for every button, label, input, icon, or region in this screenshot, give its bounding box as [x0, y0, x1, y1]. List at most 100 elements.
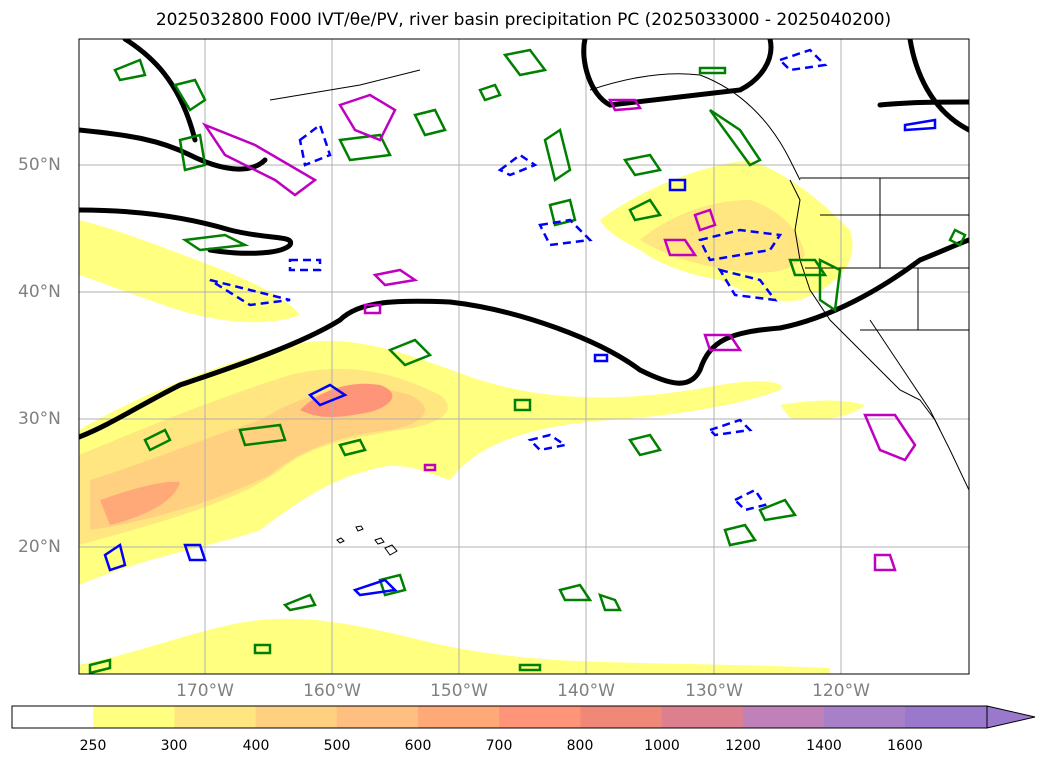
ivt-contour-northwest-1	[79, 127, 268, 172]
colorbar-swatch	[255, 706, 338, 728]
theta-e-pos-1	[113, 58, 147, 82]
theta-e-neg-13	[103, 542, 127, 572]
colorbar-tick-1400: 1400	[806, 738, 842, 754]
colorbar-swatch	[661, 706, 744, 728]
theta-e-neg-14	[307, 383, 348, 407]
ivt-contours	[79, 39, 969, 440]
colorbar-tick-1200: 1200	[725, 738, 761, 754]
theta-e-pos-28	[378, 573, 407, 597]
theta-e-pos-23	[723, 523, 758, 547]
theta-e-pos-26	[598, 593, 623, 612]
theta-e-neg-6	[209, 278, 291, 307]
theta-e-pos-14	[708, 108, 762, 167]
lon-label-130w: 130°W	[685, 681, 743, 701]
theta-e-pos-12	[628, 198, 663, 222]
pv-contour-4	[372, 268, 419, 287]
lat-label-20n: 20°N	[18, 537, 61, 557]
lon-label-160w: 160°W	[303, 681, 361, 701]
pv-contour-1	[201, 122, 318, 197]
ivt-contour-northwest-2	[79, 207, 294, 256]
colorbar-swatches	[12, 706, 987, 728]
ivt-band-coast-250	[780, 400, 865, 420]
pv-contour-11	[423, 463, 437, 472]
theta-e-neg-1	[298, 122, 332, 167]
colorbar-tick-1000: 1000	[644, 738, 680, 754]
theta-e-pos-15	[788, 258, 828, 277]
theta-e-neg-2	[497, 153, 538, 177]
theta-e-pos-8	[502, 48, 548, 77]
colorbar-extend-arrow	[986, 705, 1036, 729]
ivt-core-central	[300, 383, 393, 417]
pv-contour-7	[693, 208, 717, 232]
colorbar-swatch	[418, 706, 500, 728]
colorbar-tick-500: 500	[323, 738, 351, 754]
island-oahu	[355, 525, 364, 532]
theta-e-pos-7	[478, 83, 502, 102]
theta-e-neg-8	[527, 433, 569, 452]
colorbar-swatch	[336, 706, 419, 728]
theta-e-neg-15	[903, 118, 937, 132]
colorbar-tick-250: 250	[79, 738, 107, 754]
lon-label-150w: 150°W	[430, 681, 488, 701]
theta-e-neg-11	[732, 488, 768, 512]
ivt-band-main-400	[90, 388, 425, 530]
colorbar-tick-700: 700	[485, 738, 513, 754]
map-frame	[78, 38, 970, 675]
colorbar-tick-1600: 1600	[887, 738, 923, 754]
colorbar-swatch	[580, 706, 663, 728]
theta-e-pos-22	[627, 433, 663, 457]
pv-contour-2	[338, 93, 397, 142]
theta-e-pos-25	[558, 583, 593, 602]
ivt-band-south-250	[79, 618, 830, 674]
theta-e-pos-20	[338, 438, 367, 457]
colorbar-swatch	[824, 706, 906, 728]
theta-e-pos-21	[513, 398, 532, 412]
ivt-contour-top-2	[581, 39, 774, 108]
theta-e-pos-13	[698, 66, 727, 75]
theta-e-neg-16	[668, 178, 687, 192]
ivt-contour-east	[877, 99, 969, 108]
theta-e-pos-2	[173, 78, 207, 112]
theta-e-neg-5	[717, 268, 778, 302]
theta-e-pos-9	[543, 127, 572, 183]
pv-contour-9	[863, 413, 917, 462]
pv-contour-3	[607, 98, 643, 112]
island-kauai	[336, 537, 345, 544]
lat-label-40n: 40°N	[18, 282, 61, 302]
colorbar-tick-400: 400	[242, 738, 270, 754]
lon-label-140w: 140°W	[557, 681, 615, 701]
colorbar-tick-800: 800	[566, 738, 594, 754]
lon-label-120w: 120°W	[812, 681, 870, 701]
coastline-bc-alaska	[589, 73, 801, 181]
pv-contour-5	[363, 303, 382, 315]
colorbar-swatch	[174, 706, 257, 728]
colorbar-frame	[11, 705, 988, 729]
lat-label-50n: 50°N	[18, 155, 61, 175]
pv-contour-10	[873, 553, 897, 572]
theta-e-neg-10	[777, 48, 828, 72]
theta-e-pos-4	[181, 233, 250, 252]
ivt-contour-top-1	[122, 39, 198, 143]
theta-e-pos-11	[622, 153, 663, 177]
graticule	[79, 39, 969, 674]
ivt-shading	[79, 160, 865, 674]
theta-e-neg-7	[288, 258, 322, 272]
theta-e-neg-3	[538, 218, 593, 247]
theta-e-neg-12	[352, 578, 398, 597]
lon-label-170w: 170°W	[176, 681, 234, 701]
theta-e-negative-contours	[103, 48, 937, 597]
coastlines	[269, 69, 969, 491]
theta-e-pos-16	[818, 257, 842, 313]
theta-e-pos-3	[178, 133, 207, 172]
theta-e-pos-27	[282, 593, 317, 612]
figure-title: 2025032800 F000 IVT/θe/PV, river basin p…	[155, 10, 892, 30]
theta-e-positive-contours	[88, 48, 967, 674]
colorbar-swatch	[499, 706, 581, 728]
theta-e-pos-10	[548, 198, 577, 227]
theta-e-neg-17	[593, 353, 609, 363]
ivt-contour-main	[79, 237, 969, 440]
colorbar-tick-600: 600	[404, 738, 432, 754]
colorbar-swatch	[12, 706, 94, 728]
pv-contour-6	[663, 238, 698, 257]
